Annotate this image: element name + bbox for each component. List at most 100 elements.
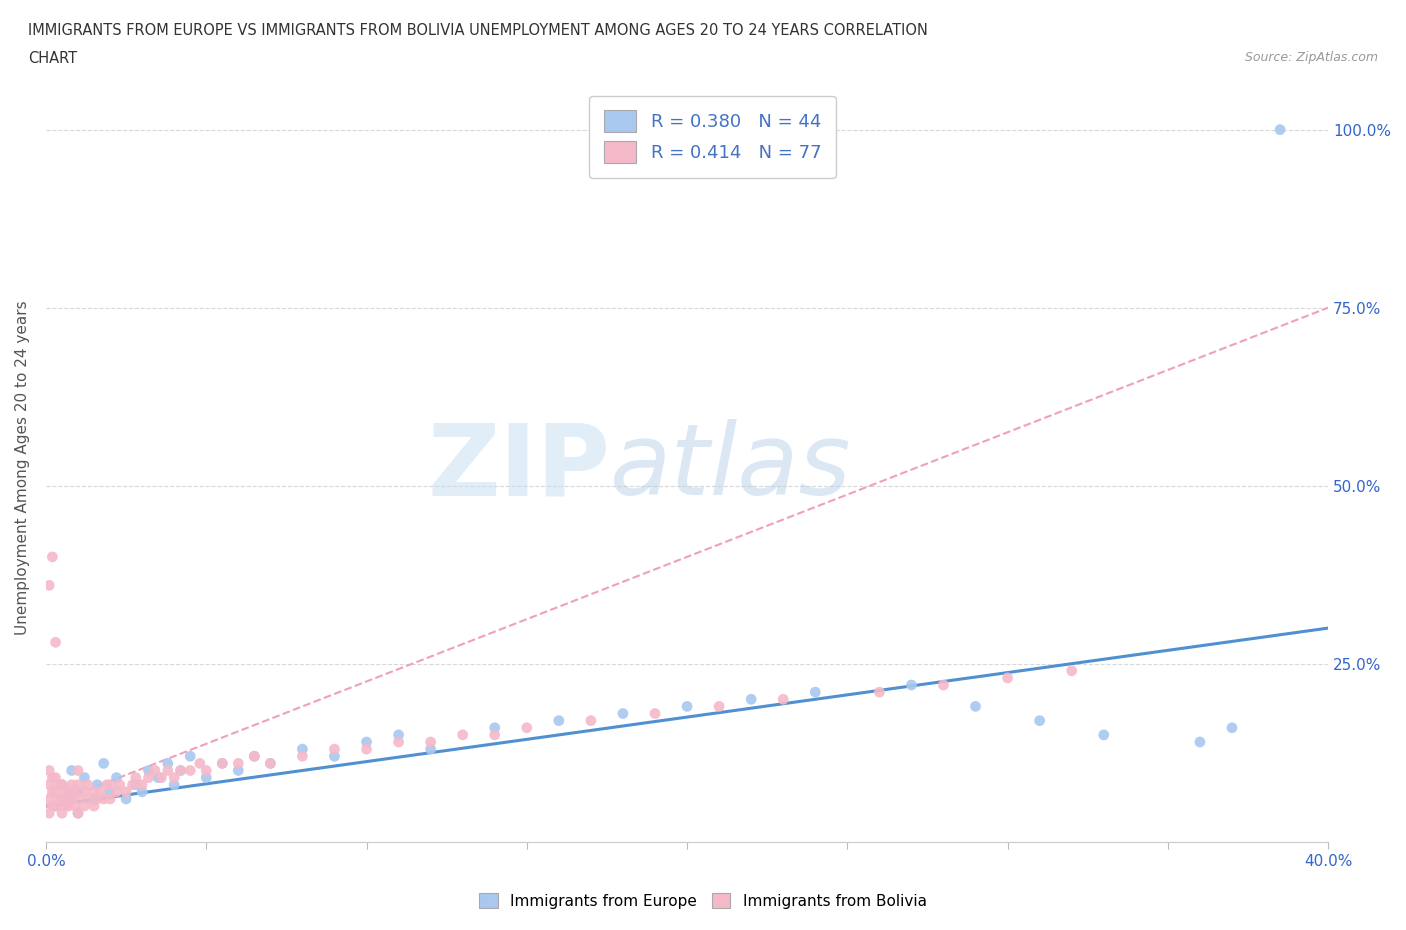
Point (38, 763, 60, 777)
Point (676, 699, 699, 714)
Point (138, 763, 160, 777)
Point (188, 756, 211, 771)
Point (86, 777, 108, 792)
Point (58, 784, 80, 799)
Text: atlas: atlas (610, 419, 852, 516)
Point (997, 671, 1019, 685)
Point (259, 756, 281, 771)
Point (53, 784, 76, 799)
Point (125, 770, 148, 785)
Point (45, 784, 67, 799)
Point (707, 699, 730, 714)
Point (179, 763, 201, 777)
Point (105, 784, 128, 799)
Point (51, 777, 73, 792)
Point (1220, 721, 1243, 736)
Point (41, 770, 63, 785)
Point (51, 777, 73, 792)
Point (1060, 663, 1083, 678)
Point (41, 550, 63, 565)
Point (98, 777, 121, 792)
Point (58, 791, 80, 806)
Point (45, 799, 67, 814)
Point (48, 777, 70, 792)
Point (804, 684, 827, 699)
Point (66, 805, 89, 820)
Point (58, 799, 80, 814)
Point (1092, 727, 1115, 742)
Point (484, 721, 506, 736)
Point (195, 770, 218, 785)
Point (125, 777, 148, 792)
Point (38, 578, 60, 592)
Point (83, 784, 105, 799)
Point (73, 770, 96, 785)
Point (243, 749, 266, 764)
Point (121, 777, 143, 792)
Point (772, 692, 794, 707)
Point (45, 799, 67, 814)
Point (243, 749, 266, 764)
Point (387, 727, 409, 742)
Point (66, 777, 89, 792)
Point (612, 706, 634, 721)
Point (868, 684, 890, 699)
Point (1188, 735, 1211, 750)
Point (516, 721, 538, 736)
Legend: Immigrants from Europe, Immigrants from Bolivia: Immigrants from Europe, Immigrants from … (474, 886, 932, 915)
Point (138, 770, 160, 785)
Y-axis label: Unemployment Among Ages 20 to 24 years: Unemployment Among Ages 20 to 24 years (15, 300, 30, 635)
Point (419, 742, 441, 757)
Point (66, 763, 89, 777)
Point (73, 784, 96, 799)
Point (1028, 713, 1050, 728)
Point (60, 777, 83, 792)
Point (965, 699, 987, 714)
Point (131, 777, 153, 792)
Point (163, 777, 186, 792)
Legend: R = 0.380   N = 44, R = 0.414   N = 77: R = 0.380 N = 44, R = 0.414 N = 77 (589, 96, 837, 178)
Point (108, 777, 131, 792)
Point (195, 763, 218, 777)
Point (38, 777, 60, 792)
Point (115, 784, 138, 799)
Point (179, 749, 201, 764)
Point (73, 799, 96, 814)
Point (89, 784, 111, 799)
Point (323, 749, 346, 764)
Point (41, 784, 63, 799)
Point (60, 763, 83, 777)
Point (211, 756, 233, 771)
Point (146, 770, 169, 785)
Point (291, 749, 314, 764)
Point (150, 770, 173, 785)
Text: Source: ZipAtlas.com: Source: ZipAtlas.com (1244, 51, 1378, 64)
Point (547, 713, 569, 728)
Point (38, 791, 60, 806)
Point (226, 763, 249, 777)
Point (45, 770, 67, 785)
Point (131, 784, 153, 799)
Point (900, 678, 922, 693)
Point (48, 791, 70, 806)
Point (211, 756, 233, 771)
Point (740, 692, 762, 707)
Point (323, 742, 346, 757)
Point (38, 805, 60, 820)
Point (105, 770, 128, 785)
Point (644, 706, 666, 721)
Point (41, 799, 63, 814)
Text: IMMIGRANTS FROM EUROPE VS IMMIGRANTS FROM BOLIVIA UNEMPLOYMENT AMONG AGES 20 TO : IMMIGRANTS FROM EUROPE VS IMMIGRANTS FRO… (28, 23, 928, 38)
Point (93, 756, 115, 771)
Point (83, 791, 105, 806)
Point (156, 756, 179, 771)
Point (169, 763, 191, 777)
Point (66, 784, 89, 799)
Point (86, 791, 108, 806)
Point (356, 735, 378, 750)
Point (98, 791, 121, 806)
Point (156, 763, 179, 777)
Point (93, 791, 115, 806)
Point (63, 799, 86, 814)
Point (259, 756, 281, 771)
